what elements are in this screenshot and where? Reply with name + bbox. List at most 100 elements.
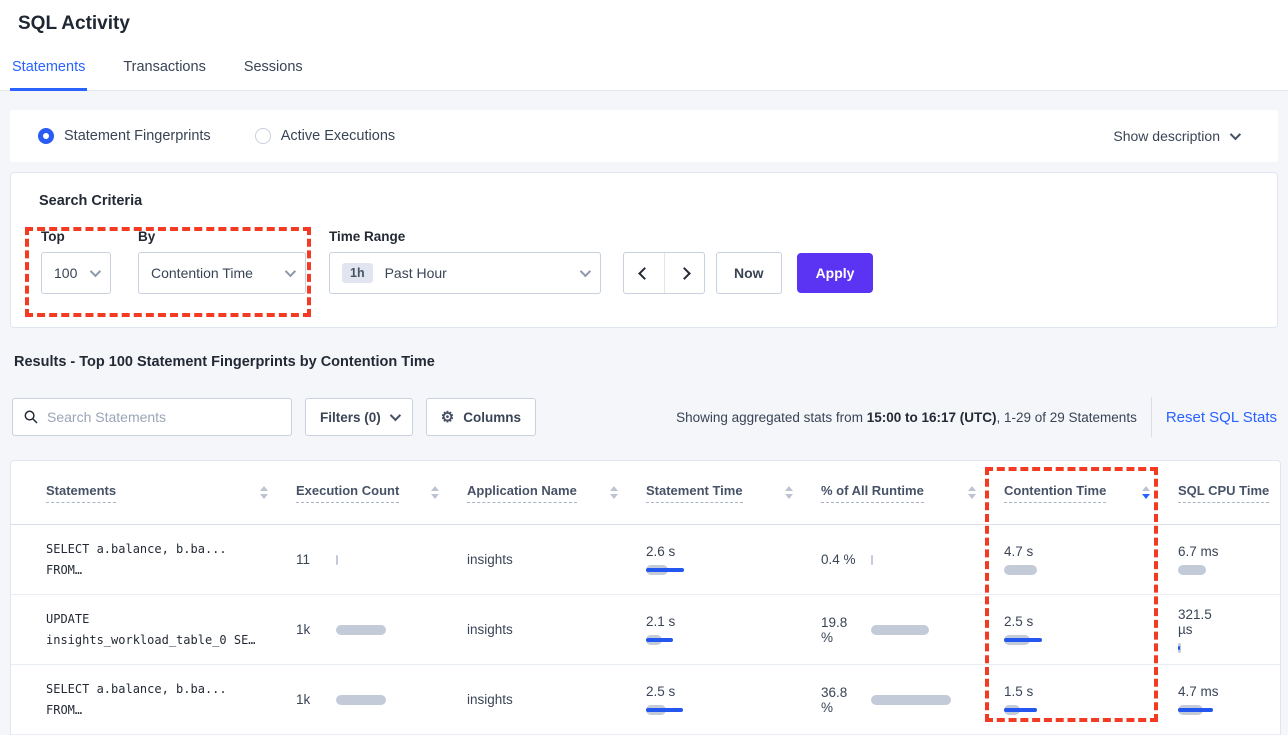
apply-button[interactable]: Apply (796, 253, 874, 293)
top-select[interactable]: 100 (41, 252, 111, 294)
column-header-statement-time[interactable]: Statement Time (646, 483, 821, 503)
percent-runtime-cell: 36.8 % (821, 685, 1004, 715)
search-criteria-form: Top 100 By Contention Time Time Range 1h… (41, 229, 874, 294)
search-criteria-card: Search Criteria Top 100 By Contention Ti… (10, 172, 1278, 328)
statement-time-bar (646, 565, 766, 575)
column-header-contention-time[interactable]: Contention Time (1004, 483, 1178, 503)
chevron-right-icon (678, 266, 691, 280)
column-header-percent-runtime[interactable]: % of All Runtime (821, 483, 1004, 503)
show-description-toggle[interactable]: Show description (1113, 128, 1242, 144)
statement-time-cell: 2.1 s (646, 614, 821, 645)
percent-runtime-bar (871, 694, 971, 705)
tab-sessions[interactable]: Sessions (243, 59, 303, 75)
execution-count-cell: 1k (296, 622, 467, 637)
chevron-down-icon (284, 265, 297, 278)
search-input[interactable] (47, 409, 280, 425)
radio-statement-fingerprints[interactable]: Statement Fingerprints (38, 128, 211, 144)
aggregated-stats-text: Showing aggregated stats from 15:00 to 1… (676, 409, 1137, 425)
tab-transactions[interactable]: Transactions (123, 59, 206, 75)
sort-icon[interactable] (968, 486, 976, 499)
percent-runtime-bar (871, 624, 971, 635)
by-field: By Contention Time (138, 229, 306, 294)
top-select-value: 100 (54, 265, 78, 281)
contention-time-cell: 1.5 s (1004, 684, 1178, 715)
radio-active-executions[interactable]: Active Executions (254, 128, 396, 144)
execution-count-cell: 11 (296, 552, 467, 567)
column-header-application-name[interactable]: Application Name (467, 483, 646, 503)
table-row[interactable]: SELECT a.balance, b.ba... FROM… 11 insig… (11, 525, 1280, 595)
results-toolbar: Filters (0) ⚙ Columns Showing aggregated… (12, 397, 1277, 437)
contention-time-bar (1004, 635, 1124, 645)
show-description-label: Show description (1113, 128, 1220, 144)
by-label: By (138, 229, 156, 244)
table-row[interactable]: UPDATE insights_workload_table_0 SE… 1k … (11, 595, 1280, 665)
filters-button[interactable]: Filters (0) (305, 398, 413, 436)
now-button[interactable]: Now (716, 252, 782, 294)
time-range-select[interactable]: 1h Past Hour (329, 252, 601, 294)
chevron-down-icon (389, 409, 401, 422)
column-header-sql-cpu-time[interactable]: SQL CPU Time (1178, 483, 1280, 503)
by-select[interactable]: Contention Time (138, 252, 306, 294)
percent-runtime-cell: 19.8 % (821, 615, 1004, 645)
application-name-cell: insights (467, 692, 513, 707)
view-mode-bar: Statement Fingerprints Active Executions… (10, 110, 1278, 162)
sql-cpu-time-cell: 4.7 ms (1178, 684, 1280, 715)
application-name-cell: insights (467, 552, 513, 567)
chevron-down-icon (579, 265, 592, 278)
statement-link[interactable]: SELECT a.balance, b.ba... FROM… (46, 541, 227, 577)
sql-cpu-time-cell: 321.5 µs (1178, 607, 1280, 653)
execution-count-bar (336, 694, 436, 705)
columns-label: Columns (463, 409, 521, 425)
contention-time-bar (1004, 565, 1124, 575)
application-name-cell: insights (467, 622, 513, 637)
app-header: SQL Activity Statements Transactions Ses… (0, 0, 1288, 91)
radio-unselected-icon[interactable] (254, 128, 271, 144)
percent-runtime-cell: 0.4 % (821, 552, 1004, 567)
previous-time-button[interactable] (624, 253, 664, 293)
percent-runtime-bar (871, 554, 971, 565)
sort-icon[interactable] (260, 486, 268, 499)
reset-sql-stats-link[interactable]: Reset SQL Stats (1165, 408, 1277, 426)
time-step-buttons (623, 252, 705, 294)
contention-time-cell: 2.5 s (1004, 614, 1178, 645)
time-range-value: Past Hour (384, 265, 447, 281)
sort-icon[interactable] (785, 486, 793, 499)
statements-table: Statements Execution Count Application N… (10, 460, 1281, 735)
stats-time-range: 15:00 to 16:17 (UTC) (866, 409, 997, 425)
chevron-left-icon (637, 266, 651, 280)
sort-icon[interactable] (610, 486, 618, 499)
next-time-button[interactable] (664, 253, 704, 293)
statement-link[interactable]: SELECT a.balance, b.ba... FROM… (46, 681, 227, 717)
page-title: SQL Activity (18, 13, 130, 34)
sort-icon-active-desc[interactable] (1142, 486, 1150, 499)
by-select-value: Contention Time (151, 265, 253, 281)
contention-time-bar (1004, 705, 1124, 715)
column-header-statements[interactable]: Statements (46, 483, 296, 503)
execution-count-bar (336, 624, 436, 635)
statement-time-cell: 2.5 s (646, 684, 821, 715)
contention-time-cell: 4.7 s (1004, 544, 1178, 575)
divider (1150, 397, 1152, 437)
columns-button[interactable]: ⚙ Columns (425, 398, 536, 436)
column-header-execution-count[interactable]: Execution Count (296, 483, 467, 503)
sql-cpu-time-cell: 6.7 ms (1178, 544, 1280, 575)
top-label: Top (41, 229, 65, 244)
sql-cpu-time-bar (1178, 565, 1280, 575)
execution-count-cell: 1k (296, 692, 467, 707)
table-row[interactable]: SELECT a.balance, b.ba... FROM… 1k insig… (11, 665, 1280, 735)
tab-statements[interactable]: Statements (10, 49, 88, 91)
table-header-row: Statements Execution Count Application N… (11, 461, 1280, 525)
sql-cpu-time-bar (1178, 705, 1280, 715)
time-range-label: Time Range (329, 229, 406, 244)
filters-label: Filters (0) (320, 409, 381, 425)
chevron-down-icon (1229, 128, 1242, 141)
sort-icon[interactable] (431, 486, 439, 499)
radio-label: Active Executions (280, 128, 396, 144)
execution-count-bar (336, 554, 436, 565)
radio-selected-icon[interactable] (38, 128, 54, 144)
statement-time-bar (646, 705, 766, 715)
search-box[interactable] (12, 398, 292, 436)
statement-link[interactable]: UPDATE insights_workload_table_0 SE… (46, 611, 256, 647)
statement-time-bar (646, 635, 766, 645)
gear-icon: ⚙ (440, 408, 455, 426)
